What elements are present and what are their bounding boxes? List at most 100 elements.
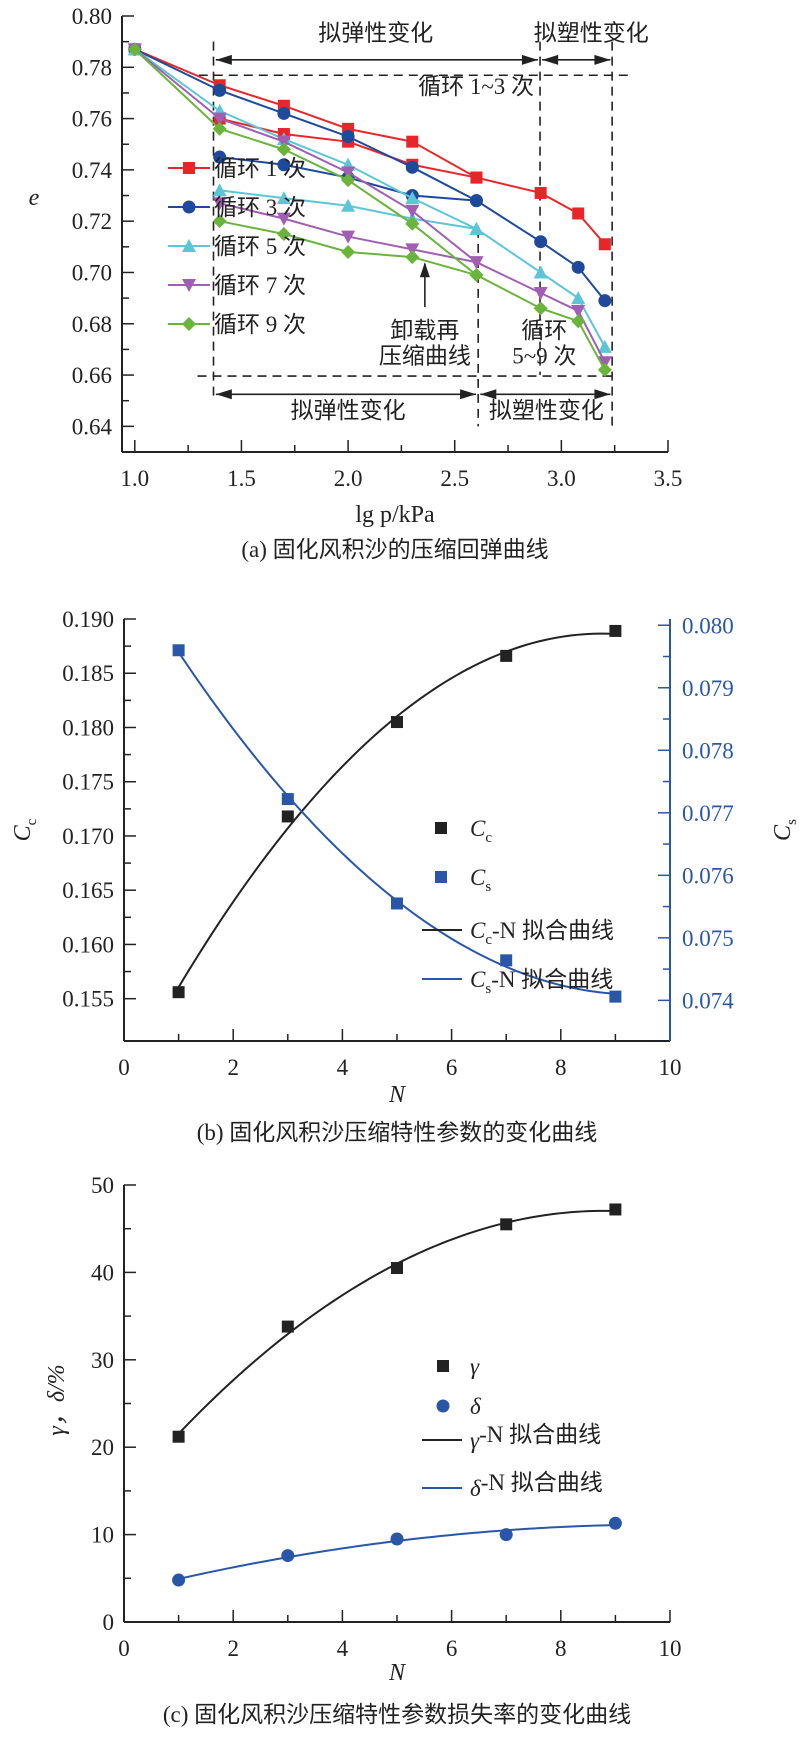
annotation-plastic-bottom: 拟塑性变化: [489, 398, 604, 423]
data-point: [183, 162, 195, 174]
arrow-head: [542, 54, 559, 65]
y-tick-label: 0.180: [62, 715, 114, 740]
label-main: C: [470, 918, 486, 943]
right-y-tick-label: 0.079: [682, 676, 734, 701]
label-sub: s: [784, 819, 800, 825]
data-point: [500, 649, 513, 662]
x-tick-label: 2.0: [334, 466, 363, 491]
y-tick-label: 0.74: [72, 158, 113, 183]
y-axis-label: e: [29, 185, 40, 211]
data-point: [405, 191, 420, 205]
label-main: C: [470, 865, 486, 890]
data-point: [437, 1360, 449, 1372]
x-tick-label: 6: [446, 1636, 458, 1661]
annotation-elastic-top: 拟弹性变化: [318, 20, 433, 45]
data-point: [212, 121, 227, 136]
series-cycle-7: [127, 43, 612, 370]
data-point: [469, 256, 484, 270]
arrow-head: [215, 54, 232, 65]
chart-a: 1.0 1.5 2.0 2.5 3.0 3.5 0.64 0.66 0.68 0.70 0.72 0.…: [29, 4, 683, 562]
label-main: C: [470, 816, 486, 841]
data-point: [405, 160, 419, 174]
data-point: [500, 954, 513, 967]
loading-line: [134, 48, 606, 363]
x-tick-label: 10: [659, 1636, 682, 1661]
right-y-tick-label: 0.074: [682, 988, 734, 1013]
legend: 循环 1 次循环 3 次循环 5 次循环 7 次循环 9 次: [168, 156, 306, 337]
series-cs: [172, 644, 622, 1003]
data-point: [405, 243, 420, 257]
data-point: [182, 317, 196, 331]
data-point: [172, 1573, 186, 1587]
data-point: [213, 150, 227, 164]
data-point: [405, 250, 420, 265]
chart-b: 0 2 4 6 8 10 0.155 0.160 0.165 0.170 0.175 0.180 0.1…: [10, 607, 800, 1145]
y-tick-label: 0.175: [62, 770, 114, 795]
data-point: [469, 194, 483, 208]
x-tick-label: 1.5: [227, 466, 256, 491]
label-main: δ: [470, 1394, 481, 1419]
data-point: [277, 106, 291, 120]
legend-label: Cs-N 拟合曲线: [470, 967, 613, 997]
data-point: [212, 197, 227, 211]
series-cc: [172, 624, 622, 999]
x-tick-label: 2: [227, 1055, 239, 1080]
y-tick-label: 0.64: [72, 414, 113, 439]
label-main: C: [770, 824, 796, 841]
data-point: [390, 1532, 404, 1546]
label-main: δ: [470, 1476, 481, 1501]
arrow-head: [594, 389, 611, 400]
series-delta: [172, 1516, 622, 1587]
legend-label: 循环 7 次: [214, 273, 306, 298]
x-tick-label: 4: [337, 1055, 349, 1080]
label-suffix: -N 拟合曲线: [479, 1422, 601, 1447]
data-point: [341, 230, 356, 244]
data-point: [341, 198, 356, 212]
data-point: [341, 130, 355, 144]
y-tick-label: 0.165: [62, 878, 114, 903]
x-tick-label: 6: [446, 1055, 458, 1080]
y-axis-label: γ，δ/%: [44, 1364, 70, 1435]
data-point: [406, 135, 419, 148]
data-point: [276, 212, 291, 226]
x-axis-label: N: [388, 1082, 407, 1108]
caption-a: (a) 固化风积沙的压缩回弹曲线: [241, 537, 548, 562]
right-y-tick-label: 0.076: [682, 863, 734, 888]
x-tick-label: 2: [227, 1636, 239, 1661]
caption-b: (b) 固化风积沙压缩特性参数的变化曲线: [197, 1120, 598, 1145]
y-tick-label: 0.76: [72, 107, 112, 132]
data-point: [182, 239, 196, 252]
data-point: [212, 183, 227, 197]
data-point: [172, 644, 185, 657]
y-tick-label: 0.155: [62, 987, 114, 1012]
data-point: [597, 362, 612, 377]
data-point: [277, 158, 291, 172]
data-point: [533, 286, 548, 300]
right-y-tick-label: 0.078: [682, 738, 734, 763]
data-point: [469, 268, 484, 283]
data-point: [435, 822, 447, 834]
data-point: [435, 871, 447, 883]
loading-line: [134, 48, 606, 348]
arrow-head: [460, 389, 477, 400]
y-tick-label: 50: [91, 1173, 114, 1198]
data-point: [608, 1516, 622, 1530]
y-tick-label: 10: [91, 1523, 114, 1548]
x-tick-label: 4: [337, 1636, 349, 1661]
x-tick-label: 0: [118, 1055, 130, 1080]
legend-label: 循环 5 次: [214, 234, 306, 259]
data-point: [533, 301, 548, 316]
y-tick-label: 0.66: [72, 363, 112, 388]
x-tick-label: 2.5: [440, 466, 469, 491]
data-point: [391, 897, 403, 910]
data-point: [534, 235, 548, 249]
data-point: [571, 260, 585, 274]
label-sub: s: [485, 879, 491, 895]
data-point: [598, 294, 612, 308]
data-point: [172, 1430, 185, 1443]
data-point: [281, 793, 294, 806]
data-point: [597, 339, 612, 353]
